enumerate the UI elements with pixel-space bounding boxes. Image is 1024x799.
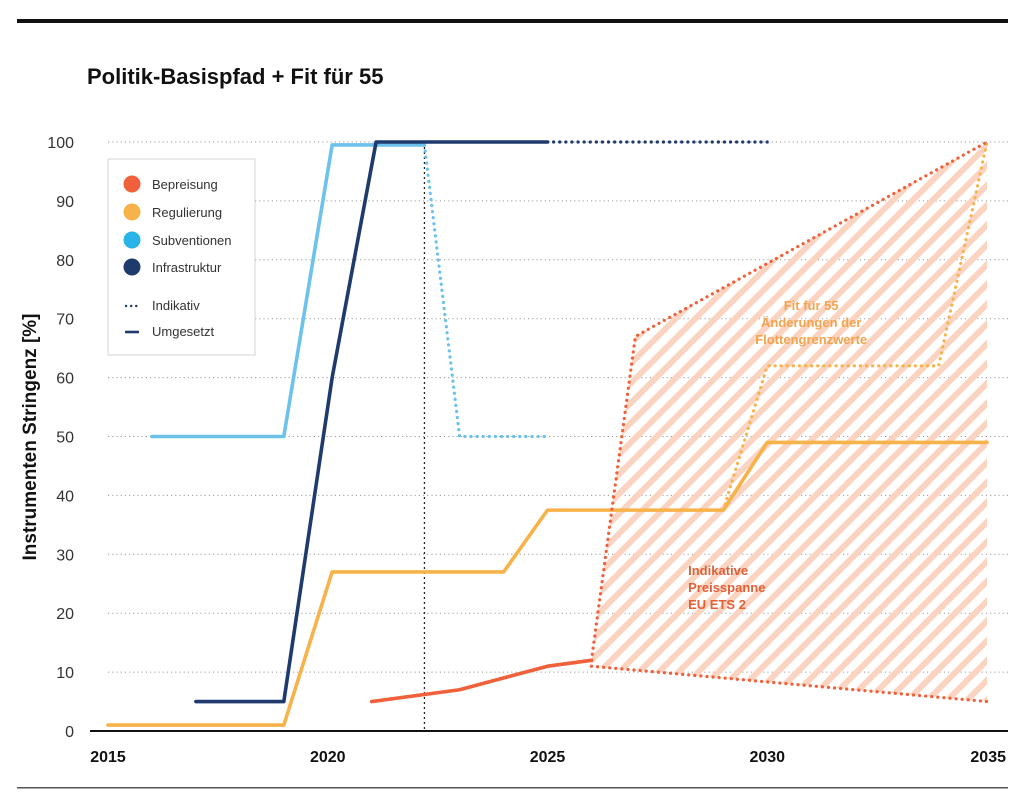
series-regulierung-solid-4 <box>106 440 989 727</box>
annotation-line: Indikative <box>688 563 748 578</box>
series-subventionen-solid-0 <box>150 143 427 439</box>
y-tick-label: 100 <box>47 135 74 152</box>
y-tick-label: 60 <box>56 371 74 388</box>
annotation-line: Flottengrenzwerte <box>755 332 867 347</box>
annotation-line: Fit für 55 <box>784 298 839 313</box>
legend-swatch-2 <box>123 231 141 249</box>
annotation-1: Indikative Preisspanne EU ETS 2 <box>688 563 765 612</box>
y-tick-label: 20 <box>56 606 74 623</box>
chart-title: Politik-Basispfad + Fit für 55 <box>87 64 383 89</box>
legend-swatch-0 <box>123 175 141 193</box>
series-infrastruktur-solid-2 <box>194 140 550 704</box>
grid <box>108 141 1008 731</box>
annotation-0: Fit für 55 Änderungen der Flottengrenzwert… <box>755 298 867 347</box>
y-tick-label: 50 <box>56 430 74 447</box>
x-tick-label: 2025 <box>530 749 566 766</box>
y-tick-label: 0 <box>65 724 74 741</box>
y-tick-label: 80 <box>56 253 74 270</box>
x-tick-label: 2015 <box>90 749 126 766</box>
shaded-region-layer <box>591 142 987 702</box>
y-tick-label: 90 <box>56 194 74 211</box>
bottom-rule <box>17 787 1008 789</box>
series-subventionen-dotted-1 <box>422 143 550 439</box>
legend-swatch-1 <box>123 203 141 221</box>
y-axis-label: Instrumenten Stringenz [%] <box>20 313 41 560</box>
legend-label-4: Indikativ <box>152 298 200 313</box>
series-bepreisung-solid-6 <box>369 658 594 704</box>
y-tick-label: 40 <box>56 488 74 505</box>
x-tick-label: 2020 <box>310 749 346 766</box>
legend-label-5: Umgesetzt <box>152 324 215 339</box>
legend-swatch-3 <box>123 258 141 276</box>
y-tick-label: 30 <box>56 547 74 564</box>
x-tick-label: 2030 <box>749 749 785 766</box>
annotations-layer: Fit für 55 Änderungen der Flottengrenzwert… <box>688 298 867 612</box>
annotation-line: Änderungen der <box>761 315 861 330</box>
y-tick-label: 10 <box>56 665 74 682</box>
shaded-region <box>591 142 987 702</box>
legend-label-2: Subventionen <box>152 233 232 248</box>
x-tick-label: 2035 <box>970 749 1006 766</box>
top-rule <box>17 19 1008 23</box>
legend-label-1: Regulierung <box>152 205 222 220</box>
annotation-line: EU ETS 2 <box>688 597 746 612</box>
series-layer <box>106 140 989 727</box>
annotation-line: Preisspanne <box>688 580 765 595</box>
series-bepreisung-dotted-8 <box>589 140 989 662</box>
series-bepreisung-dotted-7 <box>589 664 989 704</box>
y-tick-label: 70 <box>56 312 74 329</box>
series-regulierung-dotted-5 <box>721 140 989 512</box>
legend-label-3: Infrastruktur <box>152 260 222 275</box>
legend: Bepreisung Regulierung Subventionen Infrast… <box>107 158 256 356</box>
legend-label-0: Bepreisung <box>152 177 218 192</box>
